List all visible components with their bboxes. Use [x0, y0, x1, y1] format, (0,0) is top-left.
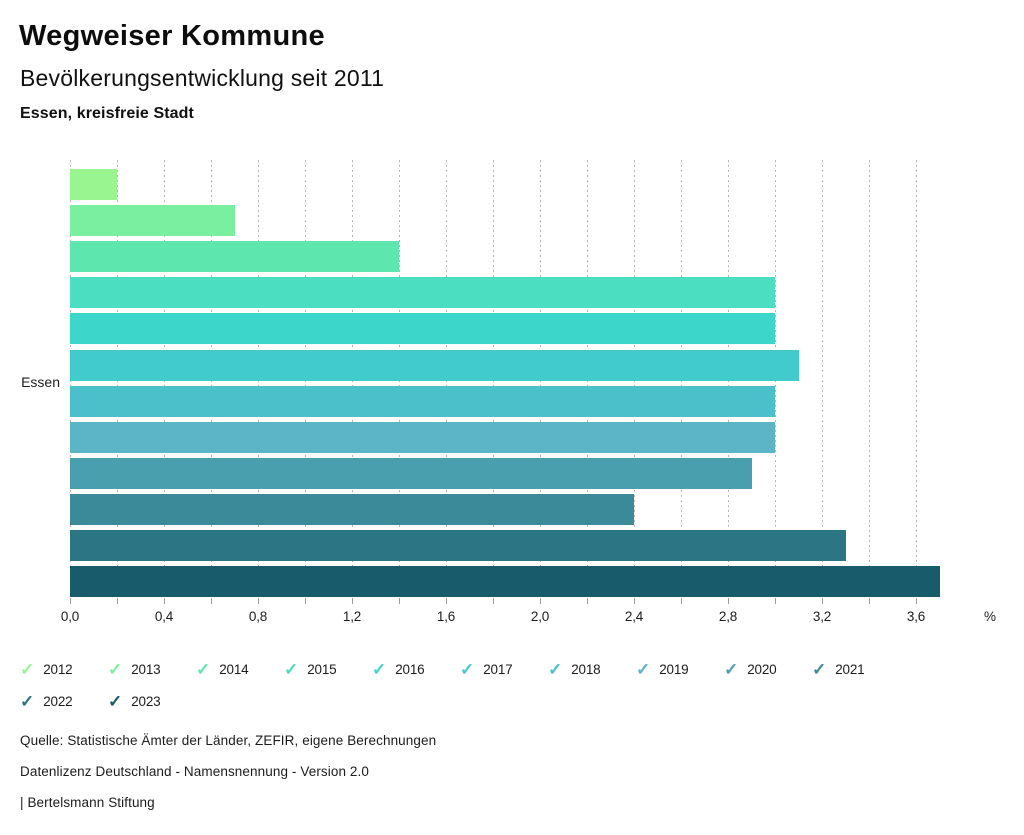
bar-2021[interactable]	[70, 493, 634, 525]
x-axis-tick	[775, 598, 776, 604]
bar-2020[interactable]	[70, 457, 752, 489]
legend-label: 2013	[131, 661, 161, 677]
source-note: Quelle: Statistische Ämter der Länder, Z…	[20, 733, 437, 748]
x-axis-tick	[352, 598, 353, 604]
legend-label: 2021	[835, 661, 865, 677]
x-axis-tick	[164, 598, 165, 604]
legend-item-2022[interactable]: ✓ 2022	[20, 687, 73, 715]
bar-2014[interactable]	[70, 241, 399, 273]
checkmark-icon: ✓	[108, 659, 123, 679]
legend-label: 2018	[571, 661, 601, 677]
x-axis-unit-label: %	[984, 609, 997, 624]
legend-item-2016[interactable]: ✓ 2016	[372, 655, 425, 683]
gridline	[822, 160, 823, 598]
x-axis-tick	[869, 598, 870, 604]
x-axis-tick	[211, 598, 212, 604]
legend-label: 2020	[747, 661, 777, 677]
bar-2023[interactable]	[70, 566, 940, 598]
legend-item-2013[interactable]: ✓ 2013	[108, 655, 161, 683]
x-axis-tick	[587, 598, 588, 604]
legend-item-2020[interactable]: ✓ 2020	[724, 655, 777, 683]
bar-2018[interactable]	[70, 385, 775, 417]
x-axis-tick-label: 0,4	[154, 609, 174, 624]
checkmark-icon: ✓	[108, 691, 123, 711]
x-axis-tick-label: 1,2	[342, 609, 362, 624]
checkmark-icon: ✓	[548, 659, 563, 679]
checkmark-icon: ✓	[196, 659, 211, 679]
x-axis-tick-label: 1,6	[436, 609, 456, 624]
checkmark-icon: ✓	[724, 659, 739, 679]
bar-2019[interactable]	[70, 421, 775, 453]
legend-item-2017[interactable]: ✓ 2017	[460, 655, 513, 683]
x-axis-tick	[399, 598, 400, 604]
x-axis-tick	[446, 598, 447, 604]
bar-2013[interactable]	[70, 205, 235, 237]
x-axis-tick	[540, 598, 541, 604]
x-axis-tick	[634, 598, 635, 604]
x-axis-tick-label: 2,8	[718, 609, 738, 624]
license-note: Datenlizenz Deutschland - Namensnennung …	[20, 764, 370, 779]
legend-item-2015[interactable]: ✓ 2015	[284, 655, 337, 683]
legend-item-2023[interactable]: ✓ 2023	[108, 687, 161, 715]
x-axis-tick	[916, 598, 917, 604]
brand-note: | Bertelsmann Stiftung	[20, 795, 155, 810]
x-axis-tick-label: 0,0	[60, 609, 80, 624]
x-axis-tick-label: 2,4	[624, 609, 644, 624]
bar-2022[interactable]	[70, 530, 846, 561]
x-axis-tick-label: 3,2	[812, 609, 832, 624]
legend-label: 2015	[307, 661, 337, 677]
x-axis-tick	[681, 598, 682, 604]
legend-item-2012[interactable]: ✓ 2012	[20, 655, 73, 683]
checkmark-icon: ✓	[284, 659, 299, 679]
legend-label: 2016	[395, 661, 425, 677]
chart-title: Bevölkerungsentwicklung seit 2011	[20, 65, 385, 91]
checkmark-icon: ✓	[812, 659, 827, 679]
legend-label: 2014	[219, 661, 249, 677]
legend-label: 2019	[659, 661, 689, 677]
x-axis-tick-label: 2,0	[530, 609, 550, 624]
checkmark-icon: ✓	[20, 691, 35, 711]
x-axis-tick	[258, 598, 259, 604]
page-title: Wegweiser Kommune	[19, 20, 325, 52]
legend-label: 2022	[43, 693, 73, 709]
region-subtitle: Essen, kreisfreie Stadt	[20, 105, 194, 122]
x-axis-tick	[117, 598, 118, 604]
x-axis-tick	[70, 598, 71, 604]
legend-item-2021[interactable]: ✓ 2021	[812, 655, 865, 683]
checkmark-icon: ✓	[460, 659, 475, 679]
bar-2017[interactable]	[70, 349, 799, 381]
x-axis-tick-label: 0,8	[248, 609, 268, 624]
legend-item-2014[interactable]: ✓ 2014	[196, 655, 249, 683]
x-axis-tick	[305, 598, 306, 604]
x-axis-tick-label: 3,6	[906, 609, 926, 624]
legend-label: 2017	[483, 661, 513, 677]
legend-label: 2012	[43, 661, 73, 677]
bar-2016[interactable]	[70, 313, 775, 345]
bar-2015[interactable]	[70, 277, 775, 309]
checkmark-icon: ✓	[372, 659, 387, 679]
x-axis-tick	[493, 598, 494, 604]
legend-item-2019[interactable]: ✓ 2019	[636, 655, 689, 683]
checkmark-icon: ✓	[636, 659, 651, 679]
legend-label: 2023	[131, 693, 161, 709]
legend-item-2018[interactable]: ✓ 2018	[548, 655, 601, 683]
gridline	[869, 160, 870, 598]
checkmark-icon: ✓	[20, 659, 35, 679]
y-axis-category-label: Essen	[21, 374, 60, 390]
x-axis-tick	[822, 598, 823, 604]
gridline	[916, 160, 917, 598]
x-axis-tick	[728, 598, 729, 604]
bar-2012[interactable]	[70, 169, 117, 200]
